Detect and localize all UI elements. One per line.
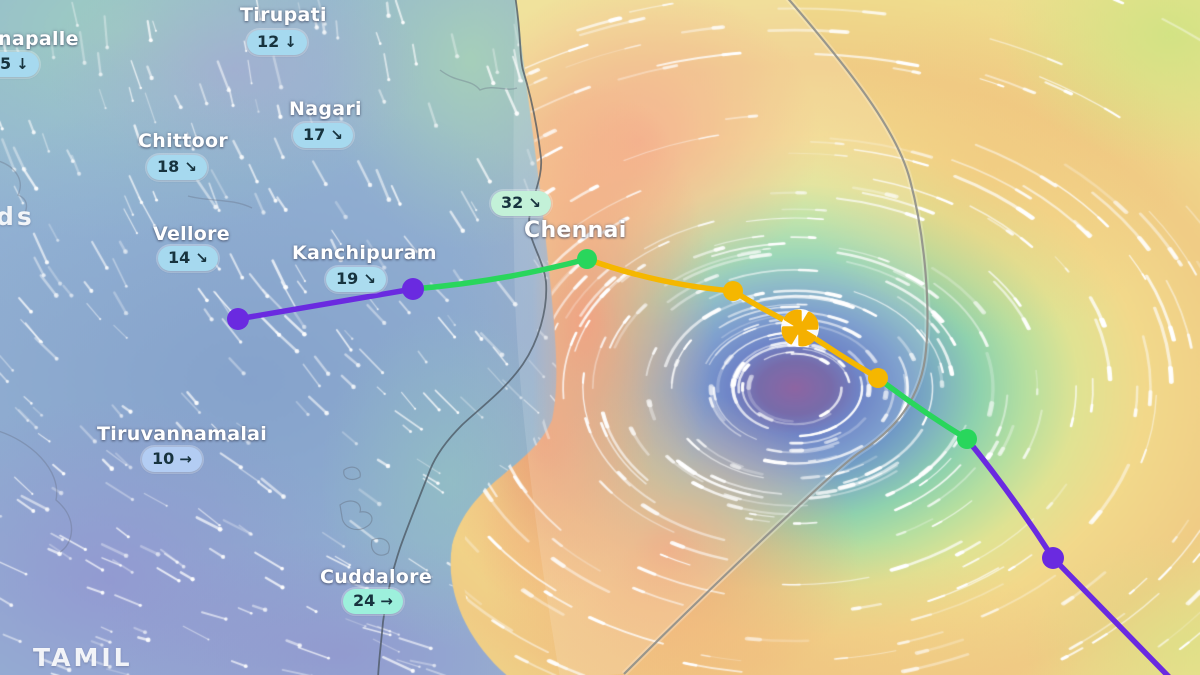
city-label-chittoor: Chittoor	[138, 130, 229, 152]
region-label-left-edge-partial: ds	[0, 202, 35, 231]
wind-direction-arrow-icon: ↘	[528, 193, 541, 212]
wind-direction-arrow-icon: →	[380, 591, 393, 610]
wind-speed-value: 32	[501, 193, 524, 212]
cyclone-icon[interactable]	[776, 304, 824, 352]
wind-speed-badge-kanchipuram[interactable]: 19 ↘	[326, 267, 386, 292]
track-point[interactable]	[577, 249, 597, 269]
coastline	[377, 0, 548, 675]
track-segment	[875, 375, 970, 442]
wind-direction-arrow-icon: ↘	[195, 248, 208, 267]
track-segment	[584, 256, 736, 294]
wind-direction-arrow-icon: →	[179, 449, 192, 468]
region-label-tamil-nadu-partial: TAMIL	[33, 643, 133, 672]
track-point[interactable]	[402, 278, 424, 300]
wind-direction-arrow-icon: ↘	[184, 157, 197, 176]
track-segment	[964, 436, 1056, 561]
wind-speed-badge-nagari[interactable]: 17 ↘	[293, 123, 353, 148]
city-label-madanapalle-partial: napalle	[0, 28, 79, 50]
track-point[interactable]	[227, 308, 249, 330]
city-label-nagari: Nagari	[289, 98, 362, 120]
wind-speed-value: 17	[303, 125, 326, 144]
city-label-tiruvannamalai: Tiruvannamalai	[97, 423, 268, 445]
wind-speed-badge-tirupati[interactable]: 12 ↓	[247, 30, 307, 55]
cyclone-core	[793, 321, 807, 335]
forecast-cone-boundary	[623, 0, 929, 675]
city-label-cuddalore: Cuddalore	[320, 566, 433, 588]
wind-speed-value: 24	[353, 591, 376, 610]
wind-speed-badge-vellore[interactable]: 14 ↘	[158, 246, 218, 271]
city-label-chennai: Chennai	[524, 218, 627, 243]
wind-speed-value: 19	[336, 269, 359, 288]
lake-outlines	[339, 466, 390, 556]
wind-speed-value: 10	[152, 449, 175, 468]
city-label-tirupati: Tirupati	[240, 4, 327, 26]
wind-speed-badge-madanapalle-partial[interactable]: 5 ↓	[0, 52, 39, 77]
wind-speed-value: 14	[168, 248, 191, 267]
city-label-vellore: Vellore	[153, 223, 230, 245]
wind-speed-value: 5	[0, 54, 12, 73]
wind-speed-badge-chittoor[interactable]: 18 ↘	[147, 155, 207, 180]
forecast-cone-area	[513, 0, 928, 675]
wind-direction-arrow-icon: ↓	[16, 54, 29, 73]
track-point[interactable]	[957, 429, 977, 449]
wind-speed-badge-chennai[interactable]: 32 ↘	[491, 191, 551, 216]
district-borders	[0, 69, 518, 553]
track-segment	[235, 286, 416, 322]
track-point[interactable]	[723, 281, 743, 301]
wind-direction-arrow-icon: ↘	[330, 125, 343, 144]
wind-direction-arrow-icon: ↘	[363, 269, 376, 288]
wind-speed-value: 18	[157, 157, 180, 176]
track-point[interactable]	[1042, 547, 1064, 569]
wind-speed-value: 12	[257, 32, 280, 51]
wind-speed-badge-tiruvannamalai[interactable]: 10 →	[142, 447, 202, 472]
wind-direction-arrow-icon: ↓	[284, 32, 297, 51]
track-segment	[1050, 555, 1171, 675]
track-point[interactable]	[868, 368, 888, 388]
city-label-kanchipuram: Kanchipuram	[292, 242, 437, 264]
track-segment	[410, 256, 590, 292]
wind-speed-badge-cuddalore[interactable]: 24 →	[343, 589, 403, 614]
